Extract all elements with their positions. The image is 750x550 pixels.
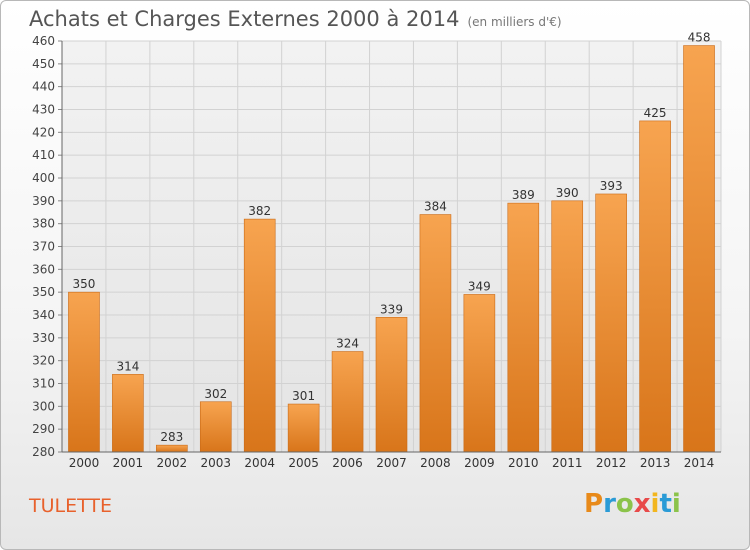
bar-2003 <box>199 401 232 453</box>
x-tick-label: 2005 <box>288 456 319 470</box>
data-label: 314 <box>116 359 139 373</box>
y-tick-label: 350 <box>32 285 55 299</box>
commune-name: TULETTE <box>29 495 112 517</box>
bar-2009 <box>463 294 496 453</box>
bar-2002 <box>156 444 188 453</box>
x-tick-label: 2011 <box>552 456 583 470</box>
y-tick-label: 370 <box>32 240 55 254</box>
data-label: 393 <box>600 179 623 193</box>
chart-title: Achats et Charges Externes 2000 à 2014 (e… <box>29 7 562 31</box>
bar-2005 <box>287 403 320 453</box>
bar-2013 <box>639 120 671 453</box>
x-tick-label: 2014 <box>684 456 715 470</box>
logo-letter: o <box>615 489 634 519</box>
x-tick-label: 2006 <box>332 456 363 470</box>
data-label: 302 <box>204 387 227 401</box>
bar-2008 <box>419 214 452 453</box>
x-tick-label: 2013 <box>640 456 671 470</box>
logo-letter: r <box>603 489 616 519</box>
bar-2007 <box>375 316 408 453</box>
y-tick-label: 460 <box>32 34 55 48</box>
bar-2011 <box>551 200 584 453</box>
logo-letter: i <box>650 489 660 519</box>
data-label: 389 <box>512 188 535 202</box>
data-label: 283 <box>160 430 183 444</box>
logo-letter: i <box>671 489 681 519</box>
axes: 280 290 300 310 320 330 340 350 360 370 380 390 400 4… <box>32 34 721 470</box>
x-tick-label: 2009 <box>464 456 495 470</box>
y-tick-label: 290 <box>32 422 55 436</box>
data-label: 458 <box>688 31 711 45</box>
data-label: 324 <box>336 337 359 351</box>
x-tick-label: 2004 <box>244 456 275 470</box>
x-tick-label: 2001 <box>113 456 144 470</box>
x-tick-label: 2000 <box>69 456 100 470</box>
y-tick-label: 310 <box>32 377 55 391</box>
data-label: 339 <box>380 302 403 316</box>
proxiti-logo: Proxiti <box>584 489 681 519</box>
y-tick-label: 340 <box>32 308 55 322</box>
x-tick-label: 2002 <box>157 456 188 470</box>
bar-2001 <box>112 374 144 453</box>
logo-letter: x <box>633 489 651 519</box>
y-tick-label: 400 <box>32 171 55 185</box>
y-tick-label: 430 <box>32 103 55 117</box>
bar-2012 <box>595 193 627 453</box>
y-tick-label: 360 <box>32 262 55 276</box>
y-tick-label: 440 <box>32 80 55 94</box>
data-labels: 350 314 283 302 382 301 324 339 384 349 389 390 393 4… <box>73 31 711 445</box>
bar-2006 <box>331 351 364 453</box>
y-tick-label: 390 <box>32 194 55 208</box>
y-tick-label: 380 <box>32 217 55 231</box>
data-label: 301 <box>292 389 315 403</box>
unit-label: (en milliers d'€) <box>467 15 562 29</box>
y-tick-label: 410 <box>32 148 55 162</box>
x-tick-label: 2003 <box>200 456 231 470</box>
bar-2010 <box>507 202 540 453</box>
data-label: 390 <box>556 186 579 200</box>
bars <box>68 45 715 453</box>
data-label: 384 <box>424 200 447 214</box>
bar-2000 <box>68 291 100 453</box>
x-tick-label: 2008 <box>420 456 451 470</box>
data-label: 425 <box>644 106 667 120</box>
logo-letter: t <box>659 489 672 519</box>
y-tick-label: 320 <box>32 354 55 368</box>
x-tick-label: 2007 <box>376 456 407 470</box>
y-tick-label: 300 <box>32 399 55 413</box>
data-label: 350 <box>73 277 96 291</box>
bar-2014 <box>683 45 715 453</box>
y-tick-label: 280 <box>32 445 55 459</box>
x-tick-label: 2010 <box>508 456 539 470</box>
data-label: 349 <box>468 279 491 293</box>
logo-letter: P <box>584 489 604 519</box>
y-tick-label: 450 <box>32 57 55 71</box>
bar-2004 <box>243 218 276 453</box>
y-tick-label: 330 <box>32 331 55 345</box>
title-text: Achats et Charges Externes 2000 à 2014 <box>29 7 460 31</box>
data-label: 382 <box>248 204 271 218</box>
y-tick-label: 420 <box>32 125 55 139</box>
x-tick-label: 2012 <box>596 456 627 470</box>
